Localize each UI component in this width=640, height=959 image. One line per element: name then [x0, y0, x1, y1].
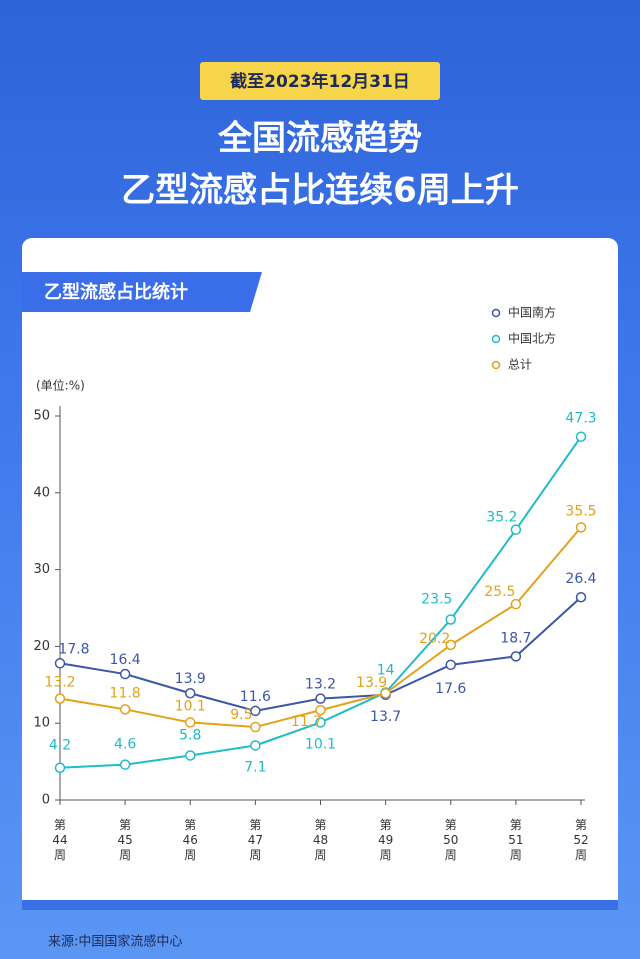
legend-marker	[491, 360, 501, 370]
data-label: 47.3	[565, 411, 596, 427]
x-tick-label: 第47周	[247, 818, 264, 862]
data-point	[445, 614, 456, 625]
title: 乙型流感占比连续6周上升	[121, 171, 519, 211]
data-label: 11.8	[110, 685, 141, 701]
title: 全国流感趋势	[217, 119, 422, 159]
data-label: 13.9	[356, 675, 387, 691]
data-label: 4.6	[114, 737, 136, 753]
data-point	[185, 750, 196, 761]
data-point	[315, 717, 326, 728]
data-label: 26.4	[565, 571, 596, 587]
data-label: 7.1	[244, 759, 266, 775]
data-label: 20.2	[419, 631, 450, 647]
badge-text: 截至2023年12月31日	[230, 71, 410, 92]
badge	[200, 62, 440, 100]
x-tick-label: 第48周	[312, 818, 329, 862]
data-label: 13.2	[305, 677, 336, 693]
data-label: 35.2	[486, 510, 517, 526]
source: 来源:中国国家流感中心	[48, 934, 182, 950]
y-tick-label: 0	[42, 793, 50, 808]
legend-label: 总计	[508, 358, 532, 372]
data-point	[54, 693, 66, 704]
data-point	[575, 591, 587, 603]
y-tick-label: 20	[33, 639, 50, 654]
data-point	[54, 658, 66, 669]
data-label: 10.1	[175, 698, 206, 714]
data-label: 13.9	[175, 671, 206, 687]
data-point	[185, 687, 196, 699]
legend-marker	[491, 308, 501, 318]
x-tick-label: 第52周	[573, 818, 589, 862]
x-tick-label: 第50周	[443, 818, 459, 862]
unit-label: (单位:%)	[36, 378, 85, 393]
legend-marker	[491, 334, 501, 344]
data-label: 4.2	[49, 738, 71, 754]
data-label: 9.5	[230, 707, 252, 723]
data-point	[510, 598, 522, 610]
data-point	[315, 704, 326, 716]
data-point	[445, 659, 456, 671]
x-tick-label: 第49周	[377, 818, 394, 862]
data-point	[250, 740, 261, 751]
data-point	[510, 524, 522, 535]
data-label: 17.8	[58, 641, 89, 657]
data-point	[575, 522, 587, 533]
card-footer	[22, 900, 618, 910]
data-point	[575, 431, 587, 442]
data-label: 18.7	[500, 630, 531, 646]
data-label: 17.6	[435, 681, 466, 697]
data-point	[54, 762, 66, 773]
x-tick-label: 第51周	[508, 818, 524, 862]
data-point	[445, 639, 456, 651]
data-label: 14	[377, 662, 395, 678]
x-tick-label: 第44周	[52, 818, 68, 862]
data-label: 13.2	[44, 675, 75, 691]
data-label: 16.4	[110, 652, 141, 668]
y-tick-label: 50	[33, 409, 50, 424]
data-label: 13.7	[370, 709, 401, 725]
data-label: 25.5	[484, 584, 515, 600]
data-point	[315, 693, 326, 704]
y-tick-label: 40	[33, 485, 50, 500]
data-label: 11.7	[291, 714, 322, 730]
section-title: 乙型流感占比统计	[44, 281, 188, 303]
data-point	[380, 687, 391, 699]
data-label: 35.5	[565, 503, 596, 519]
y-tick-label: 30	[33, 562, 50, 577]
data-point	[510, 651, 522, 662]
data-point	[119, 759, 131, 770]
legend-label: 中国北方	[508, 331, 556, 346]
legend-label: 中国南方	[508, 305, 556, 320]
y-tick-label: 10	[33, 716, 50, 731]
data-point	[250, 705, 261, 717]
data-label: 10.1	[305, 736, 336, 752]
data-point	[119, 668, 131, 680]
x-tick-label: 第46周	[182, 818, 198, 862]
section-tag	[22, 272, 262, 312]
data-label: 23.5	[421, 592, 452, 608]
data-label: 5.8	[179, 727, 201, 743]
data-point	[185, 717, 196, 728]
x-tick-label: 第45周	[117, 818, 133, 862]
data-point	[250, 721, 261, 733]
data-point	[119, 704, 131, 715]
card	[22, 238, 618, 910]
data-label: 11.6	[240, 689, 271, 705]
